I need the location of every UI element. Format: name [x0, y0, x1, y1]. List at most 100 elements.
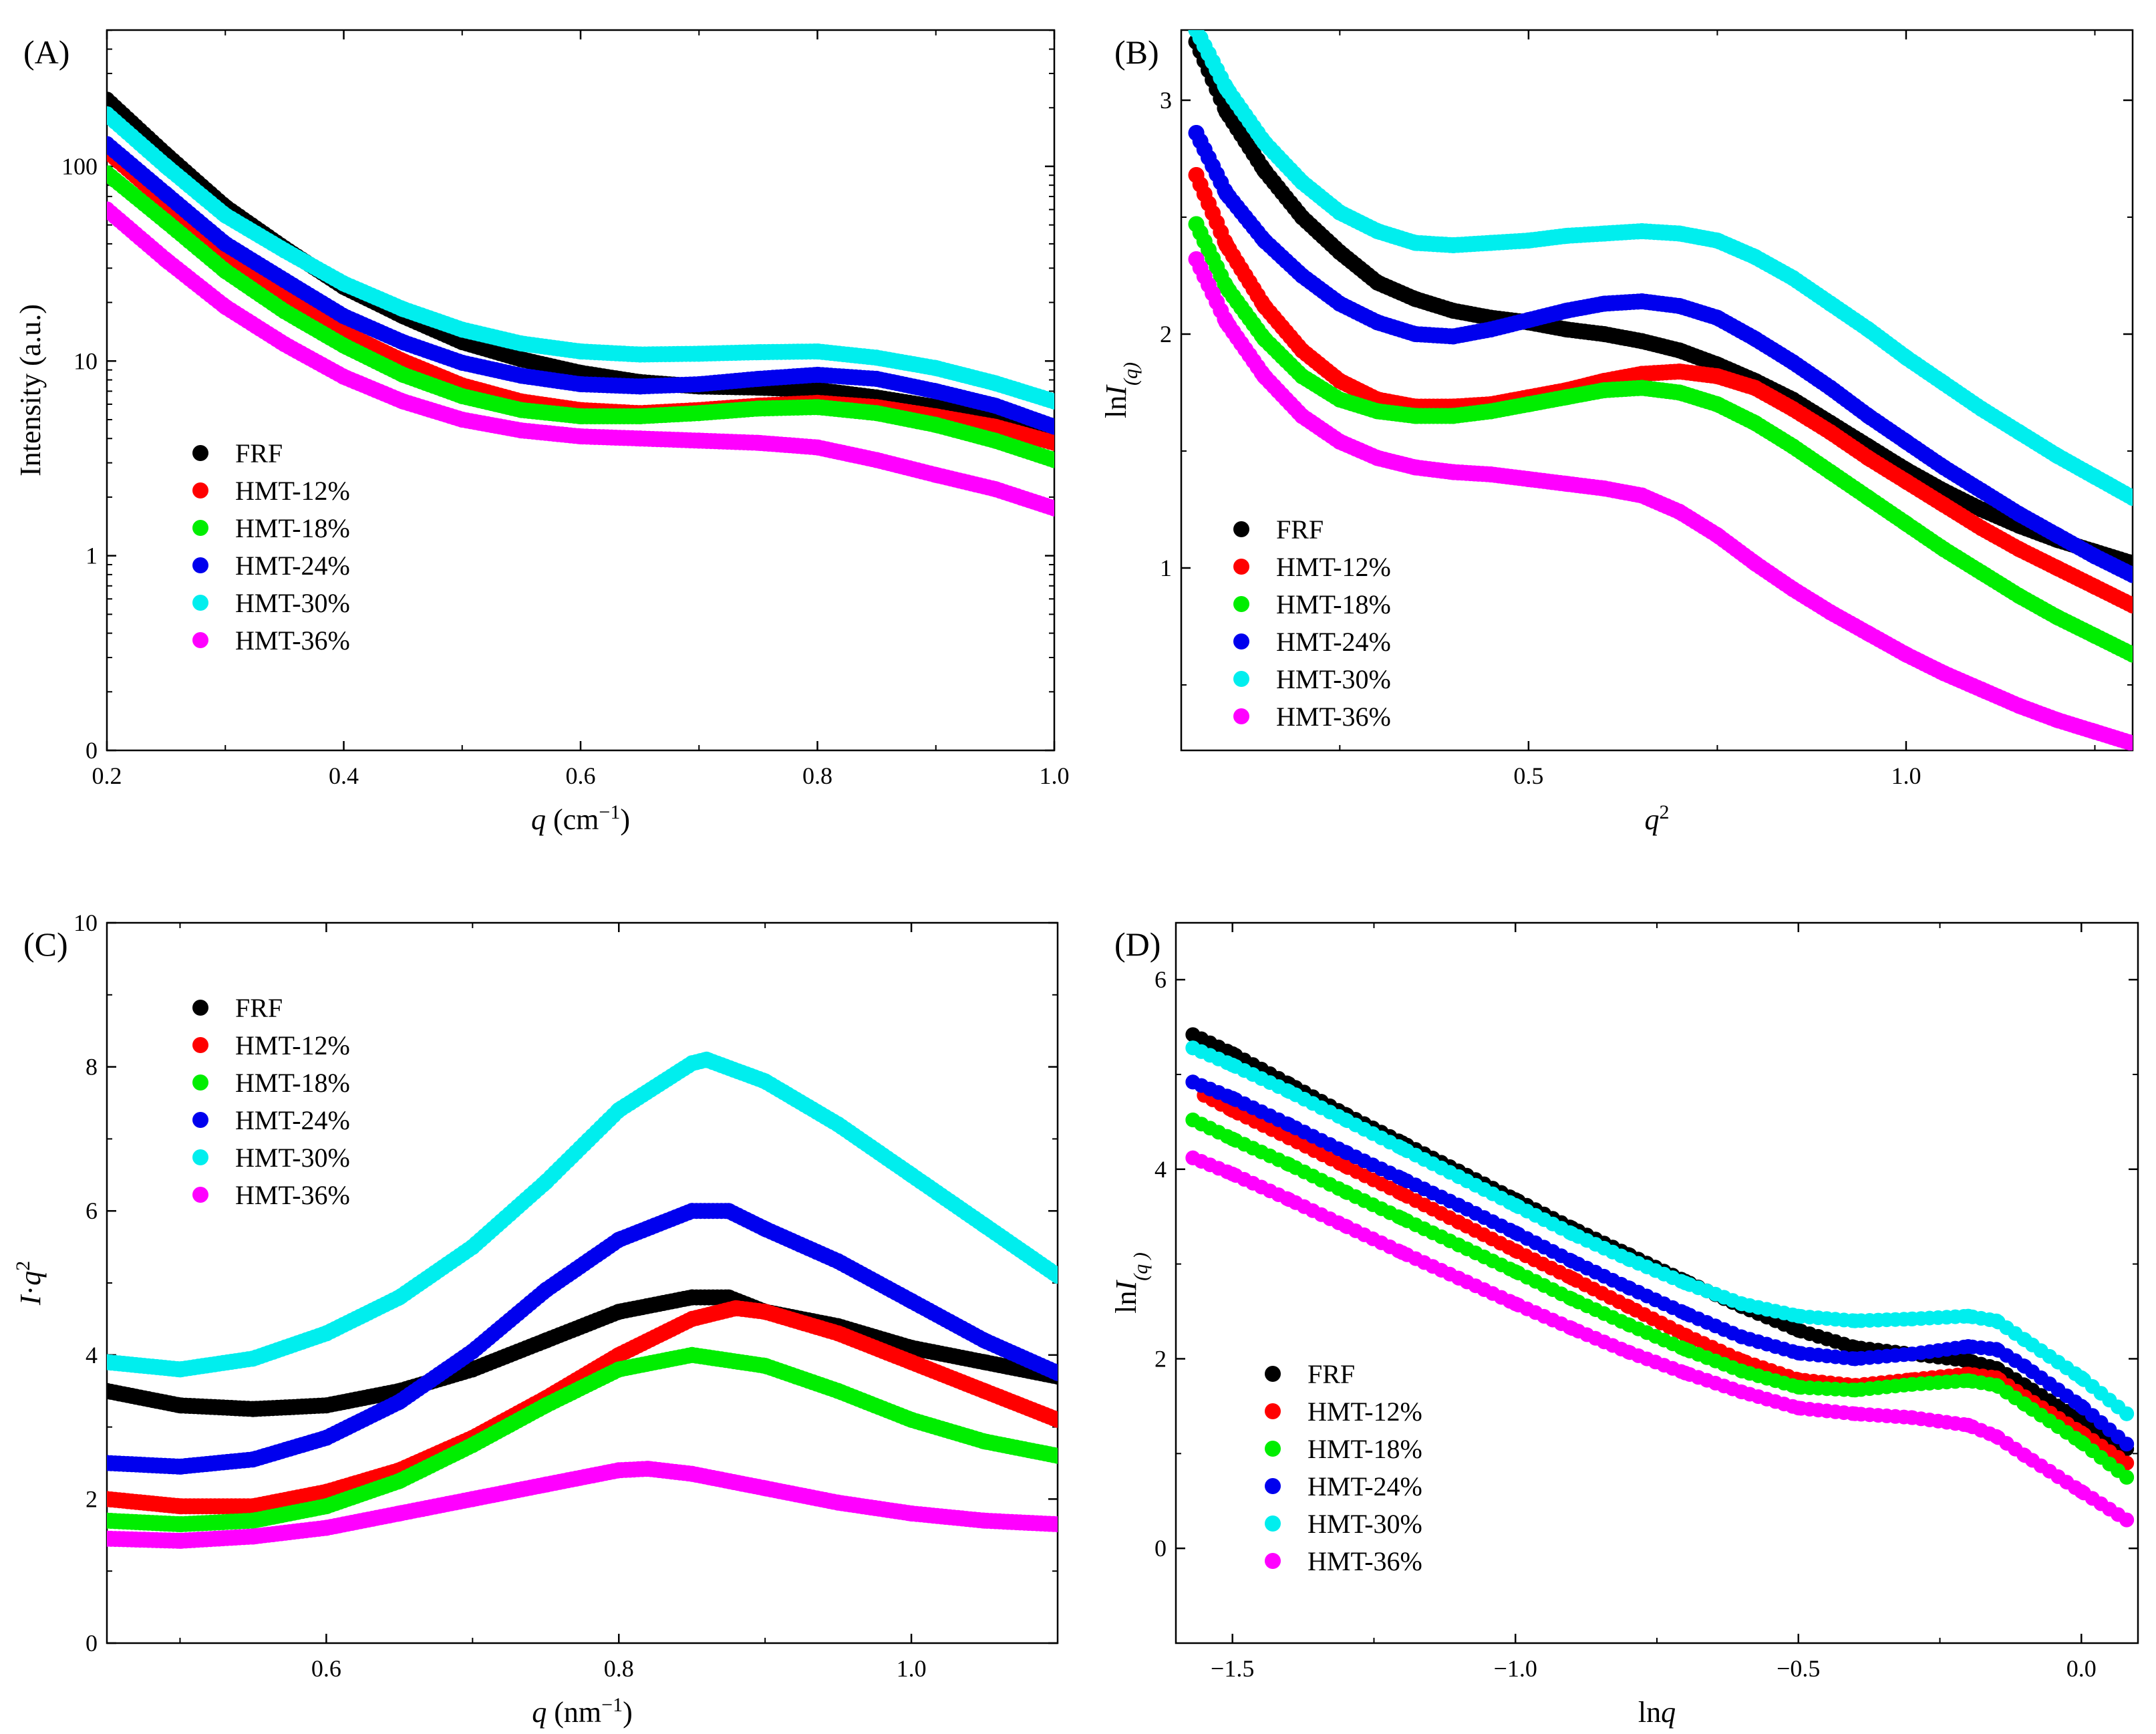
data-anchor-point [830, 1116, 846, 1133]
data-anchor-point [1822, 604, 1839, 621]
data-anchor-point [391, 1505, 408, 1522]
data-anchor-point [809, 382, 826, 398]
data-anchor-point [276, 336, 293, 353]
series-HMT-24% [1188, 125, 2133, 583]
data-anchor-point [318, 1520, 335, 1536]
data-anchor-point [2011, 506, 2028, 523]
data-anchor-point [1188, 251, 1205, 267]
data-anchor-point [172, 1397, 188, 1414]
data-anchor-point [395, 366, 412, 383]
data-anchor-point [1256, 134, 1273, 150]
data-anchor-point [927, 466, 944, 483]
legend-label: HMT-12% [1276, 552, 1391, 582]
data-anchor-point [1634, 293, 1650, 309]
data-anchor-point [611, 1102, 627, 1119]
data-anchor-point [1256, 233, 1273, 249]
data-anchor-point [757, 1221, 774, 1238]
data-anchor-point [976, 1512, 993, 1529]
x-tick-label: −1.5 [1211, 1655, 1254, 1682]
data-anchor-point [172, 1498, 188, 1515]
data-anchor-point [2087, 579, 2103, 595]
y-tick-label: 2 [1154, 1345, 1167, 1372]
data-anchor-point [1936, 375, 1952, 392]
y-tick-label: 2 [1160, 321, 1172, 347]
y-axis-title: lnI(q) [1100, 362, 1142, 418]
x-tick-label: 0.4 [329, 762, 359, 789]
y-tick-label: 0 [1154, 1535, 1167, 1562]
data-anchor-point [611, 1346, 627, 1363]
legend-marker [192, 445, 208, 461]
y-axis-title: lnI(q ) [1110, 1252, 1152, 1313]
data-anchor-point [1785, 581, 1801, 597]
legend-label: HMT-24% [1276, 627, 1391, 657]
legend-label: FRF [235, 438, 283, 468]
data-anchor-point [573, 428, 589, 445]
y-tick-label: 6 [1154, 966, 1167, 993]
data-anchor-point [537, 1476, 554, 1493]
legend-marker [192, 1074, 208, 1091]
data-anchor-point [611, 1361, 627, 1378]
data-anchor-point [318, 1397, 335, 1414]
data-anchor-point [318, 1483, 335, 1500]
y-tick-label: 8 [86, 1054, 98, 1080]
data-anchor-point [107, 1491, 115, 1507]
data-anchor-point [335, 275, 352, 292]
data-anchor-point [1709, 527, 1726, 543]
data-anchor-point [750, 434, 766, 451]
panel-label: (D) [1114, 925, 1161, 963]
data-anchor-point [2049, 560, 2065, 576]
data-anchor-point [1898, 349, 1914, 366]
data-anchor-point [927, 359, 944, 376]
data-anchor-point [2087, 548, 2103, 565]
data-anchor-point [2125, 735, 2133, 750]
data-anchor-point [1746, 249, 1763, 265]
data-anchor-point [391, 1289, 408, 1306]
data-anchor-point [1407, 459, 1424, 476]
data-anchor-point [1483, 235, 1499, 251]
data-anchor-point [513, 402, 530, 418]
data-anchor-point [830, 1494, 846, 1511]
data-anchor-point [611, 1232, 627, 1248]
data-anchor-point [537, 1282, 554, 1298]
legend-label: HMT-36% [1276, 702, 1391, 732]
data-anchor-point [809, 343, 826, 359]
data-anchor-point [869, 349, 885, 366]
data-anchor-point [809, 399, 826, 416]
data-anchor-point [720, 1203, 737, 1219]
data-anchor-point [1332, 373, 1348, 389]
data-anchor-point [1671, 298, 1688, 314]
data-anchor-point [217, 235, 234, 252]
data-anchor-point [1293, 174, 1310, 190]
legend-label: HMT-36% [235, 1180, 350, 1210]
data-anchor-point [1785, 354, 1801, 370]
data-anchor-point [1332, 244, 1348, 261]
data-anchor-point [1520, 233, 1537, 249]
data-anchor-point [1974, 682, 1990, 698]
data-anchor-point [537, 1174, 554, 1191]
legend-marker [1233, 633, 1249, 649]
legend-marker [1233, 708, 1249, 724]
data-layer [107, 1051, 1058, 1549]
data-anchor-point [513, 368, 530, 384]
data-anchor-point [107, 1455, 115, 1471]
data-anchor-point [1671, 504, 1688, 520]
data-anchor-point [830, 1383, 846, 1399]
data-anchor-point [391, 1393, 408, 1410]
data-anchor-point [1407, 291, 1424, 307]
data-anchor-point [2087, 468, 2103, 485]
data-anchor-point [2011, 588, 2028, 604]
data-anchor-point [1595, 480, 1612, 496]
data-anchor-point [903, 1505, 920, 1522]
series-HMT-18% [107, 1346, 1058, 1533]
panel-label: (C) [23, 925, 68, 963]
data-anchor-point [464, 1491, 481, 1507]
data-anchor-point [395, 301, 412, 317]
data-anchor-point [1293, 368, 1310, 384]
series-HMT-30% [1188, 30, 2133, 506]
data-anchor-point [537, 1332, 554, 1349]
series-HMT-18% [1188, 216, 2133, 663]
data-anchor-point [2125, 597, 2133, 613]
